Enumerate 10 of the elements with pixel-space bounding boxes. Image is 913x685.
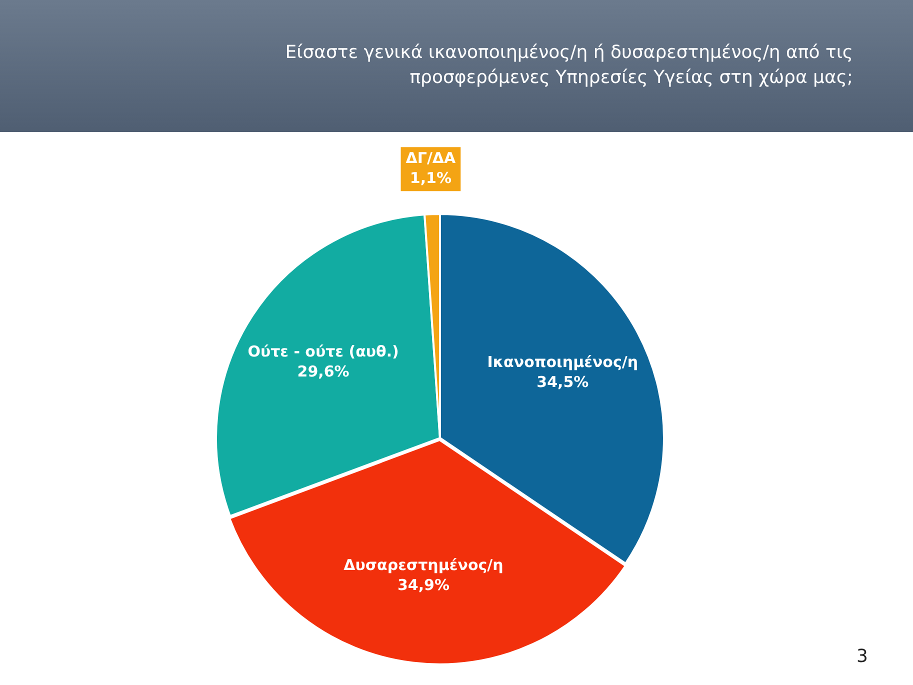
- slice-label: ΔΓ/ΔΑ: [406, 149, 456, 168]
- slice-label: Ούτε - ούτε (αυθ.): [248, 342, 399, 361]
- slice-label: Δυσαρεστημένος/η: [344, 556, 504, 574]
- data-label: 29,6%: [297, 362, 350, 381]
- data-label: 1,1%: [410, 169, 452, 188]
- slice-label: Ικανοποιημένος/η: [487, 352, 638, 371]
- data-label: 34,5%: [536, 372, 589, 391]
- text: 3: [856, 646, 868, 667]
- data-label: 34,9%: [397, 576, 450, 594]
- chart-title: Είσαστε γενικά ικανοποιημένος/η ή δυσαρεστημένος/η από τις προσφερόμενες Υπηρεσίες Υγείας στη χώρα μας;: [284, 41, 853, 90]
